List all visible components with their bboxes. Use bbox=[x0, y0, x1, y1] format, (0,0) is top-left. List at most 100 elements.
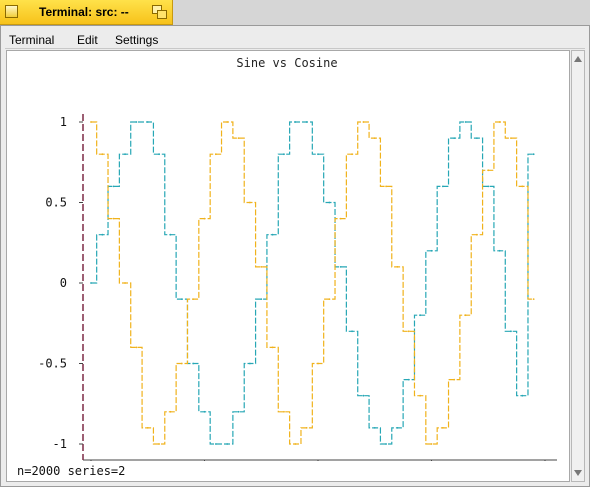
data-point bbox=[249, 362, 251, 365]
data-point bbox=[294, 443, 297, 445]
menu-settings[interactable]: Settings bbox=[115, 33, 159, 47]
data-point bbox=[283, 410, 285, 413]
data-point bbox=[430, 249, 433, 252]
menu-edit[interactable]: Edit bbox=[77, 33, 98, 47]
data-point bbox=[169, 410, 172, 413]
data-point bbox=[362, 394, 365, 397]
data-point bbox=[328, 298, 331, 300]
data-point bbox=[476, 233, 478, 236]
data-point bbox=[214, 153, 217, 156]
data-point bbox=[373, 137, 376, 139]
y-tick-label: -0.5 bbox=[38, 357, 67, 371]
data-point bbox=[396, 266, 399, 268]
data-point bbox=[180, 298, 183, 300]
data-point bbox=[464, 314, 467, 317]
data-point bbox=[362, 121, 365, 123]
data-point bbox=[373, 427, 376, 429]
data-point bbox=[339, 217, 342, 220]
data-point bbox=[532, 298, 535, 300]
scroll-up-icon[interactable] bbox=[574, 56, 582, 62]
data-point bbox=[328, 201, 331, 204]
window-tab[interactable]: Terminal: src: -- bbox=[0, 0, 173, 25]
data-point bbox=[464, 121, 467, 123]
data-point bbox=[419, 394, 422, 397]
data-point bbox=[158, 443, 161, 445]
data-point bbox=[237, 137, 240, 139]
data-point bbox=[169, 233, 172, 236]
data-point bbox=[441, 427, 444, 429]
data-point bbox=[180, 362, 183, 365]
terminal-window: Terminal Edit Settings Sine vs Cosine -1… bbox=[0, 25, 590, 487]
data-point bbox=[487, 169, 490, 172]
menu-bar: Terminal Edit Settings bbox=[5, 29, 585, 49]
series-line-2 bbox=[91, 121, 534, 445]
data-point bbox=[124, 153, 126, 156]
data-point bbox=[260, 266, 263, 268]
data-point bbox=[317, 362, 319, 365]
chart-title: Sine vs Cosine bbox=[236, 56, 338, 70]
data-point bbox=[146, 427, 149, 429]
y-tick-label: 0.5 bbox=[45, 196, 67, 210]
data-point bbox=[419, 314, 422, 317]
data-point bbox=[260, 298, 263, 300]
data-point bbox=[317, 153, 319, 156]
data-point bbox=[135, 121, 138, 123]
scroll-down-icon[interactable] bbox=[574, 470, 582, 476]
data-point bbox=[407, 330, 410, 333]
data-point bbox=[112, 185, 115, 188]
data-point bbox=[271, 346, 274, 349]
data-point bbox=[521, 394, 524, 397]
data-point bbox=[271, 233, 274, 236]
data-point bbox=[498, 249, 501, 252]
data-point bbox=[339, 266, 342, 268]
data-point bbox=[101, 153, 104, 156]
data-point bbox=[226, 443, 229, 445]
data-point bbox=[385, 443, 387, 445]
data-point bbox=[294, 121, 297, 123]
menu-terminal[interactable]: Terminal bbox=[9, 33, 55, 47]
data-point bbox=[407, 378, 410, 381]
data-point bbox=[453, 137, 456, 139]
data-point bbox=[430, 443, 433, 445]
y-tick-label: -1 bbox=[53, 437, 67, 451]
data-point bbox=[226, 121, 229, 123]
data-point bbox=[453, 378, 456, 381]
status-line: n=2000 series=2 bbox=[17, 464, 126, 478]
vertical-scrollbar[interactable] bbox=[571, 50, 585, 482]
zoom-icon[interactable] bbox=[152, 5, 167, 19]
data-point bbox=[283, 153, 285, 156]
chart-plot: -1-0.500.51050100150200 bbox=[38, 114, 557, 461]
data-point bbox=[476, 137, 478, 139]
data-point bbox=[510, 330, 512, 333]
data-point bbox=[441, 185, 444, 188]
data-point bbox=[203, 217, 206, 220]
data-point bbox=[214, 443, 217, 445]
data-point bbox=[158, 153, 161, 156]
data-point bbox=[192, 298, 195, 300]
data-point bbox=[135, 346, 138, 349]
data-point bbox=[521, 185, 524, 188]
window-title: Terminal: src: -- bbox=[39, 5, 129, 19]
data-point bbox=[385, 185, 387, 188]
data-point bbox=[203, 410, 206, 413]
data-point bbox=[249, 201, 251, 204]
data-point bbox=[146, 121, 149, 123]
data-point bbox=[351, 330, 353, 333]
data-point bbox=[351, 153, 353, 156]
data-point bbox=[101, 233, 104, 236]
data-point bbox=[192, 362, 195, 365]
data-point bbox=[90, 282, 92, 284]
data-point bbox=[396, 427, 399, 429]
data-point bbox=[305, 121, 308, 123]
terminal-output[interactable]: Sine vs Cosine -1-0.500.51050100150200 n… bbox=[6, 50, 570, 482]
data-point bbox=[305, 427, 308, 429]
data-point bbox=[510, 137, 512, 139]
data-point bbox=[112, 217, 115, 220]
data-point bbox=[237, 410, 240, 413]
y-tick-label: 0 bbox=[60, 276, 67, 290]
y-tick-label: 1 bbox=[60, 115, 67, 129]
data-point bbox=[124, 282, 126, 284]
data-point bbox=[90, 121, 92, 123]
close-icon[interactable] bbox=[5, 5, 18, 18]
data-point bbox=[532, 153, 535, 156]
